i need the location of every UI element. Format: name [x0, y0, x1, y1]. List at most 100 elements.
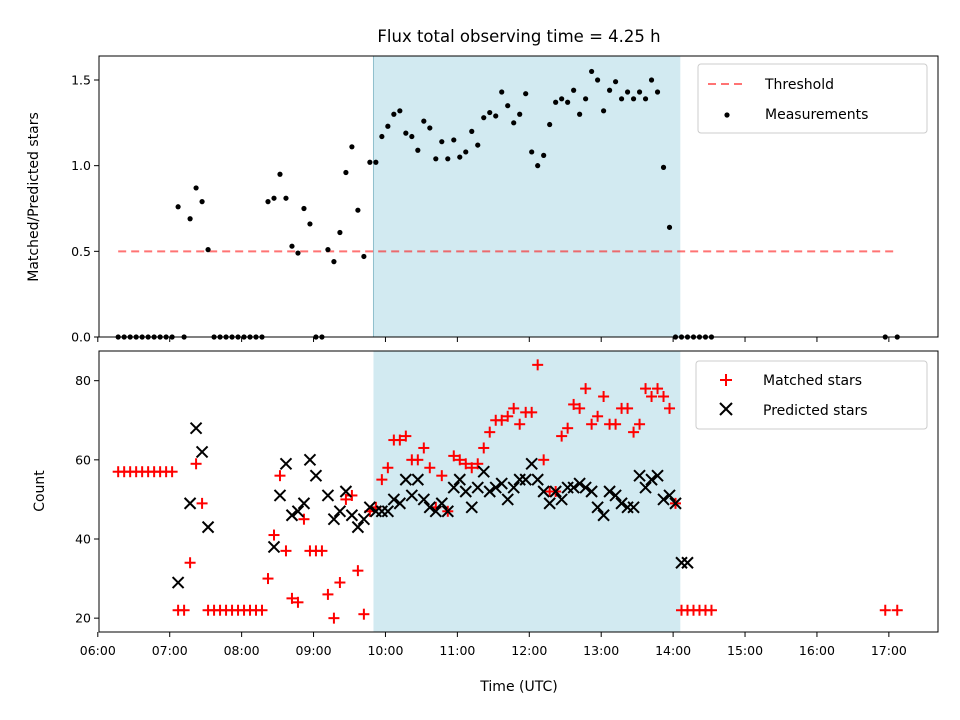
measurement-point — [439, 139, 445, 145]
measurement-point — [624, 89, 631, 95]
predicted-star-point — [459, 485, 472, 498]
matched-star-point — [640, 383, 652, 395]
predicted-star-point — [357, 512, 371, 526]
predicted-star-point — [603, 485, 616, 498]
matched-star-point — [472, 458, 484, 470]
measurement-point — [636, 89, 643, 95]
predicted-star-point — [393, 497, 407, 510]
bottom-x-tick-label: 07:00 — [152, 643, 188, 658]
matched-star-point — [184, 557, 196, 569]
measurement-point — [271, 195, 277, 201]
measurement-point — [565, 99, 571, 105]
predicted-star-point — [309, 469, 323, 482]
predicted-star-point — [327, 512, 341, 526]
predicted-star-point — [399, 473, 413, 486]
predicted-star-point — [267, 540, 281, 554]
measurement-point — [325, 247, 331, 253]
measurement-point — [433, 156, 439, 162]
matched-star-point — [634, 418, 646, 430]
measurement-point — [547, 121, 553, 128]
measurement-point — [199, 199, 205, 205]
matched-legend-label: Matched stars — [763, 373, 862, 389]
predicted-star-point — [363, 501, 377, 514]
matched-star-point — [256, 604, 268, 616]
measurement-point — [529, 149, 535, 155]
predicted-star-point — [465, 501, 478, 514]
measurement-point — [517, 111, 523, 117]
measurement-point — [642, 96, 649, 102]
measurement-point — [541, 152, 547, 158]
measurement-point — [499, 89, 505, 95]
bottom-x-tick-label: 12:00 — [511, 643, 547, 658]
matched-star-point — [262, 573, 274, 585]
measurement-point — [295, 250, 301, 256]
predicted-star-point — [183, 497, 197, 510]
predicted-star-point — [405, 489, 419, 502]
matched-star-point — [556, 430, 568, 442]
predicted-star-point — [285, 509, 299, 522]
matched-star-point — [526, 406, 538, 418]
measurement-point — [487, 109, 493, 116]
matched-star-point — [328, 612, 340, 624]
measurement-point — [367, 159, 373, 165]
predicted-star-point — [417, 493, 431, 506]
predicted-star-point — [291, 505, 305, 518]
measurements-legend-label: Measurements — [765, 107, 868, 123]
threshold-legend-label: Threshold — [764, 77, 834, 93]
measurement-point — [493, 113, 499, 119]
top-plot-frame — [98, 55, 939, 338]
predicted-star-point — [639, 481, 652, 494]
predicted-star-point — [303, 453, 317, 467]
measurement-point — [283, 195, 289, 201]
measurement-point — [415, 147, 421, 153]
matched-star-point — [580, 383, 592, 395]
predicted-star-point — [345, 509, 359, 522]
predicted-star-point — [195, 445, 209, 459]
measurement-point — [630, 96, 637, 102]
predicted-star-point — [549, 485, 562, 498]
measurement-point — [301, 205, 307, 212]
matched-star-point — [376, 474, 388, 486]
measurement-point — [457, 154, 463, 160]
predicted-star-point — [477, 465, 490, 478]
predicted-star-point — [597, 509, 610, 522]
measurements-legend-swatch — [724, 112, 730, 118]
measurement-point — [666, 224, 673, 230]
predicted-star-point — [615, 497, 628, 510]
measurement-point — [595, 77, 601, 83]
bottom-x-tick-label: 08:00 — [224, 643, 260, 658]
predicted-star-point — [663, 489, 676, 502]
measurement-point — [193, 185, 199, 191]
predicted-stars-series — [171, 421, 694, 589]
measurement-point — [660, 164, 667, 170]
bottom-y-tick-label: 40 — [75, 531, 91, 546]
matched-star-point — [412, 454, 424, 466]
predicted-star-point — [507, 481, 520, 494]
matched-star-point — [334, 577, 346, 589]
matched-star-point — [382, 462, 394, 474]
matched-star-point — [538, 454, 550, 466]
measurement-point — [337, 229, 343, 236]
matched-star-point — [508, 402, 520, 414]
measurement-point — [403, 130, 409, 136]
predicted-star-point — [519, 473, 532, 486]
bottom-x-tick-label: 11:00 — [439, 643, 475, 658]
predicted-star-point — [387, 493, 401, 506]
matched-star-point — [316, 545, 328, 557]
predicted-star-point — [657, 493, 670, 506]
matched-star-point — [610, 418, 622, 430]
matched-star-point — [268, 529, 280, 541]
matched-star-point — [460, 458, 472, 470]
top-y-tick-label: 0.0 — [71, 330, 91, 345]
predicted-star-point — [555, 493, 568, 506]
predicted-star-point — [651, 469, 664, 482]
matched-star-point — [298, 513, 310, 525]
measurement-point — [553, 99, 559, 105]
top-legend-box — [697, 63, 928, 134]
matched-star-point — [652, 383, 664, 395]
bottom-x-tick-label: 14:00 — [655, 643, 691, 658]
matched-star-point — [598, 391, 610, 403]
predicted-star-point — [201, 520, 215, 534]
predicted-star-point — [381, 505, 395, 518]
measurement-point — [361, 253, 367, 260]
